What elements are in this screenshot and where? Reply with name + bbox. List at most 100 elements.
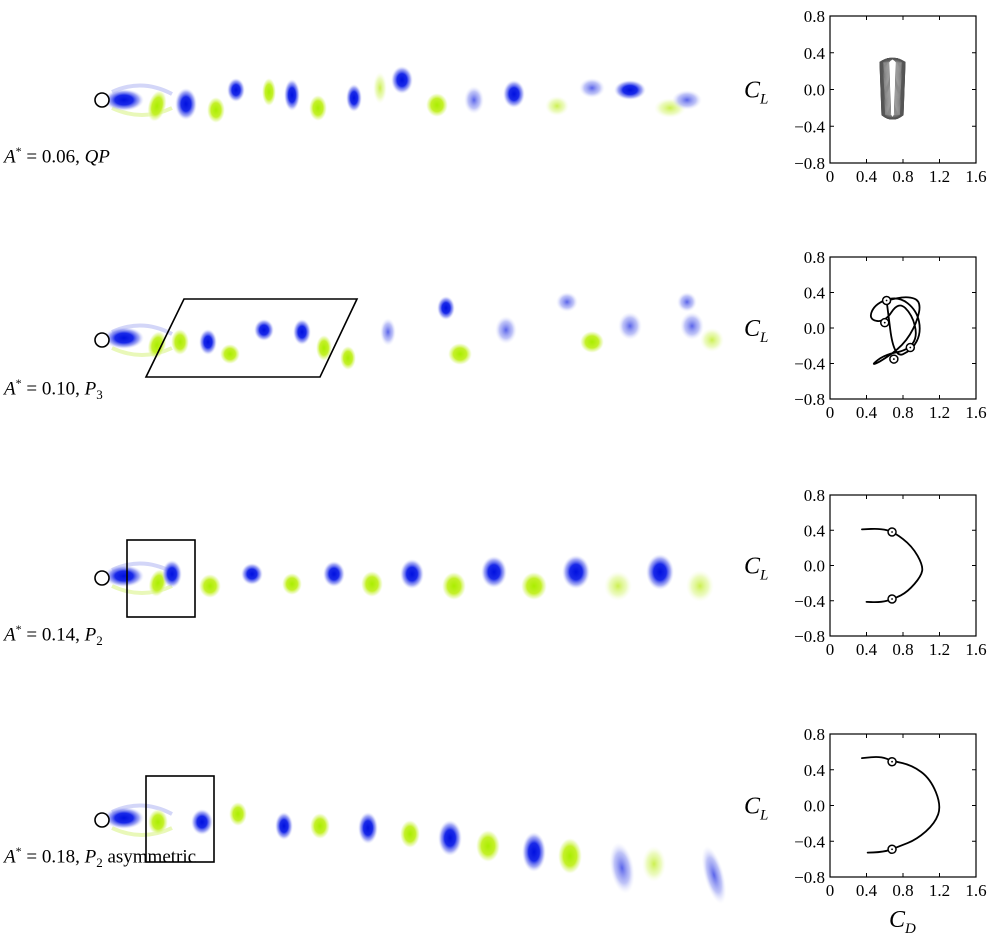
vortex	[700, 328, 724, 352]
amplitude-label: A* = 0.14, P2	[4, 622, 103, 649]
orbit-trajectory	[861, 527, 924, 604]
vortex	[199, 329, 217, 355]
x-tick-label: 0	[826, 167, 835, 186]
snapshot-marker-dot	[885, 299, 888, 302]
shear-layer	[111, 346, 173, 357]
x-tick-label: 0	[826, 881, 835, 900]
regime-subscript: 3	[96, 387, 103, 403]
snapshot-marker-dot	[892, 358, 895, 360]
y-axis-label-sub: L	[759, 568, 768, 584]
vortex	[340, 346, 356, 370]
vortex	[558, 838, 582, 874]
vortex	[310, 813, 330, 839]
x-tick-label: 0.4	[856, 403, 878, 422]
x-axis-label: CD	[889, 907, 916, 937]
amplitude-value: 0.06	[41, 146, 76, 168]
vortex	[104, 89, 144, 111]
vortex	[400, 820, 420, 848]
snapshot-marker-dot	[891, 760, 893, 763]
lissajous-chart: 0 0.4 0.8 1.2 1.6 0.8 0.4 0.0 −0.4 −0.8 CL	[744, 486, 987, 659]
vortex	[262, 78, 276, 106]
vortex	[147, 331, 167, 359]
vortex	[316, 335, 332, 361]
y-tick-label: −0.4	[794, 592, 825, 611]
vortex	[701, 845, 727, 905]
x-tick-label: 1.6	[965, 881, 986, 900]
y-tick-label: −0.8	[794, 627, 825, 646]
y-axis-label: CL	[744, 316, 768, 346]
snapshot-marker-dot	[883, 321, 886, 324]
vortex	[677, 292, 697, 312]
amplitude-label: A* = 0.18, P2 asymmetric	[4, 844, 197, 871]
snapshot-marker-dot	[891, 848, 893, 851]
vortex	[241, 563, 263, 585]
y-tick-label: 0.4	[804, 761, 826, 780]
vortex	[171, 329, 189, 355]
wake-field	[94, 802, 727, 905]
x-tick-label: 0.8	[892, 403, 913, 422]
wake-field	[94, 66, 702, 123]
vortex	[481, 556, 507, 588]
y-tick-label: 0.0	[804, 319, 825, 338]
vortex	[545, 96, 569, 116]
vortex	[220, 344, 240, 364]
vortex	[148, 809, 168, 835]
vortex	[282, 573, 302, 595]
orbit-trajectory	[888, 57, 903, 120]
vortex	[229, 802, 247, 826]
y-tick-label: −0.4	[794, 355, 825, 374]
vortex	[448, 343, 472, 365]
lissajous-chart: 0 0.4 0.8 1.2 1.6 0.8 0.4 0.0 −0.4 −0.8 CL	[744, 248, 987, 422]
plot-frame	[829, 256, 977, 400]
regime-subscript: 2	[96, 633, 103, 649]
regime-subscript: 2	[96, 855, 103, 871]
cylinder	[94, 812, 110, 828]
x-tick-label: 0	[826, 403, 835, 422]
orbit-trajectory	[869, 296, 921, 365]
y-tick-label: 0.0	[804, 81, 825, 100]
vortex	[464, 86, 484, 114]
vortex	[207, 97, 225, 123]
x-tick-label: 0.8	[892, 167, 913, 186]
y-tick-label: −0.8	[794, 868, 825, 887]
snapshot-marker-dot	[891, 598, 893, 600]
shear-layer	[111, 826, 173, 837]
x-tick-label: 1.2	[929, 403, 950, 422]
vortex	[323, 561, 345, 587]
vortex	[476, 830, 500, 862]
regime-label: QP	[84, 146, 110, 168]
vortex	[646, 554, 674, 590]
cylinder	[94, 570, 110, 586]
lissajous-chart: 0 0.4 0.8 1.2 1.6 0.8 0.4 0.0 −0.4 −0.8 CL	[744, 7, 987, 186]
vortex	[604, 571, 632, 601]
vortex	[254, 319, 274, 341]
y-tick-label: 0.4	[804, 521, 826, 540]
y-axis-label: CL	[744, 794, 768, 824]
x-tick-label: 0.8	[892, 640, 913, 659]
vortex	[104, 327, 144, 349]
y-tick-label: 0.8	[804, 248, 825, 267]
vortex	[400, 559, 424, 589]
highlight-box	[145, 775, 215, 863]
highlight-box	[126, 539, 196, 618]
x-tick-label: 0.4	[856, 881, 878, 900]
vortex	[579, 78, 605, 98]
x-tick-label: 0	[826, 640, 835, 659]
y-tick-label: 0.8	[804, 725, 825, 744]
orbit-trajectory	[861, 756, 941, 854]
y-axis-label-sub: L	[759, 808, 768, 824]
highlight-parallelogram	[144, 298, 359, 378]
plot-frame	[829, 494, 977, 637]
cylinder	[94, 92, 110, 108]
x-tick-label: 1.2	[929, 167, 950, 186]
lissajous-chart: 0 0.4 0.8 1.2 1.6 0.8 0.4 0.0 −0.4 −0.8 CL CD	[744, 725, 987, 937]
vortex	[199, 574, 221, 598]
regime-label: P	[84, 846, 97, 868]
vortex	[680, 312, 704, 340]
vortex	[609, 842, 635, 894]
vortex	[175, 88, 197, 120]
x-tick-label: 0.4	[856, 167, 878, 186]
amplitude-value: 0.18	[41, 846, 76, 868]
amplitude-value: 0.10	[41, 378, 76, 400]
